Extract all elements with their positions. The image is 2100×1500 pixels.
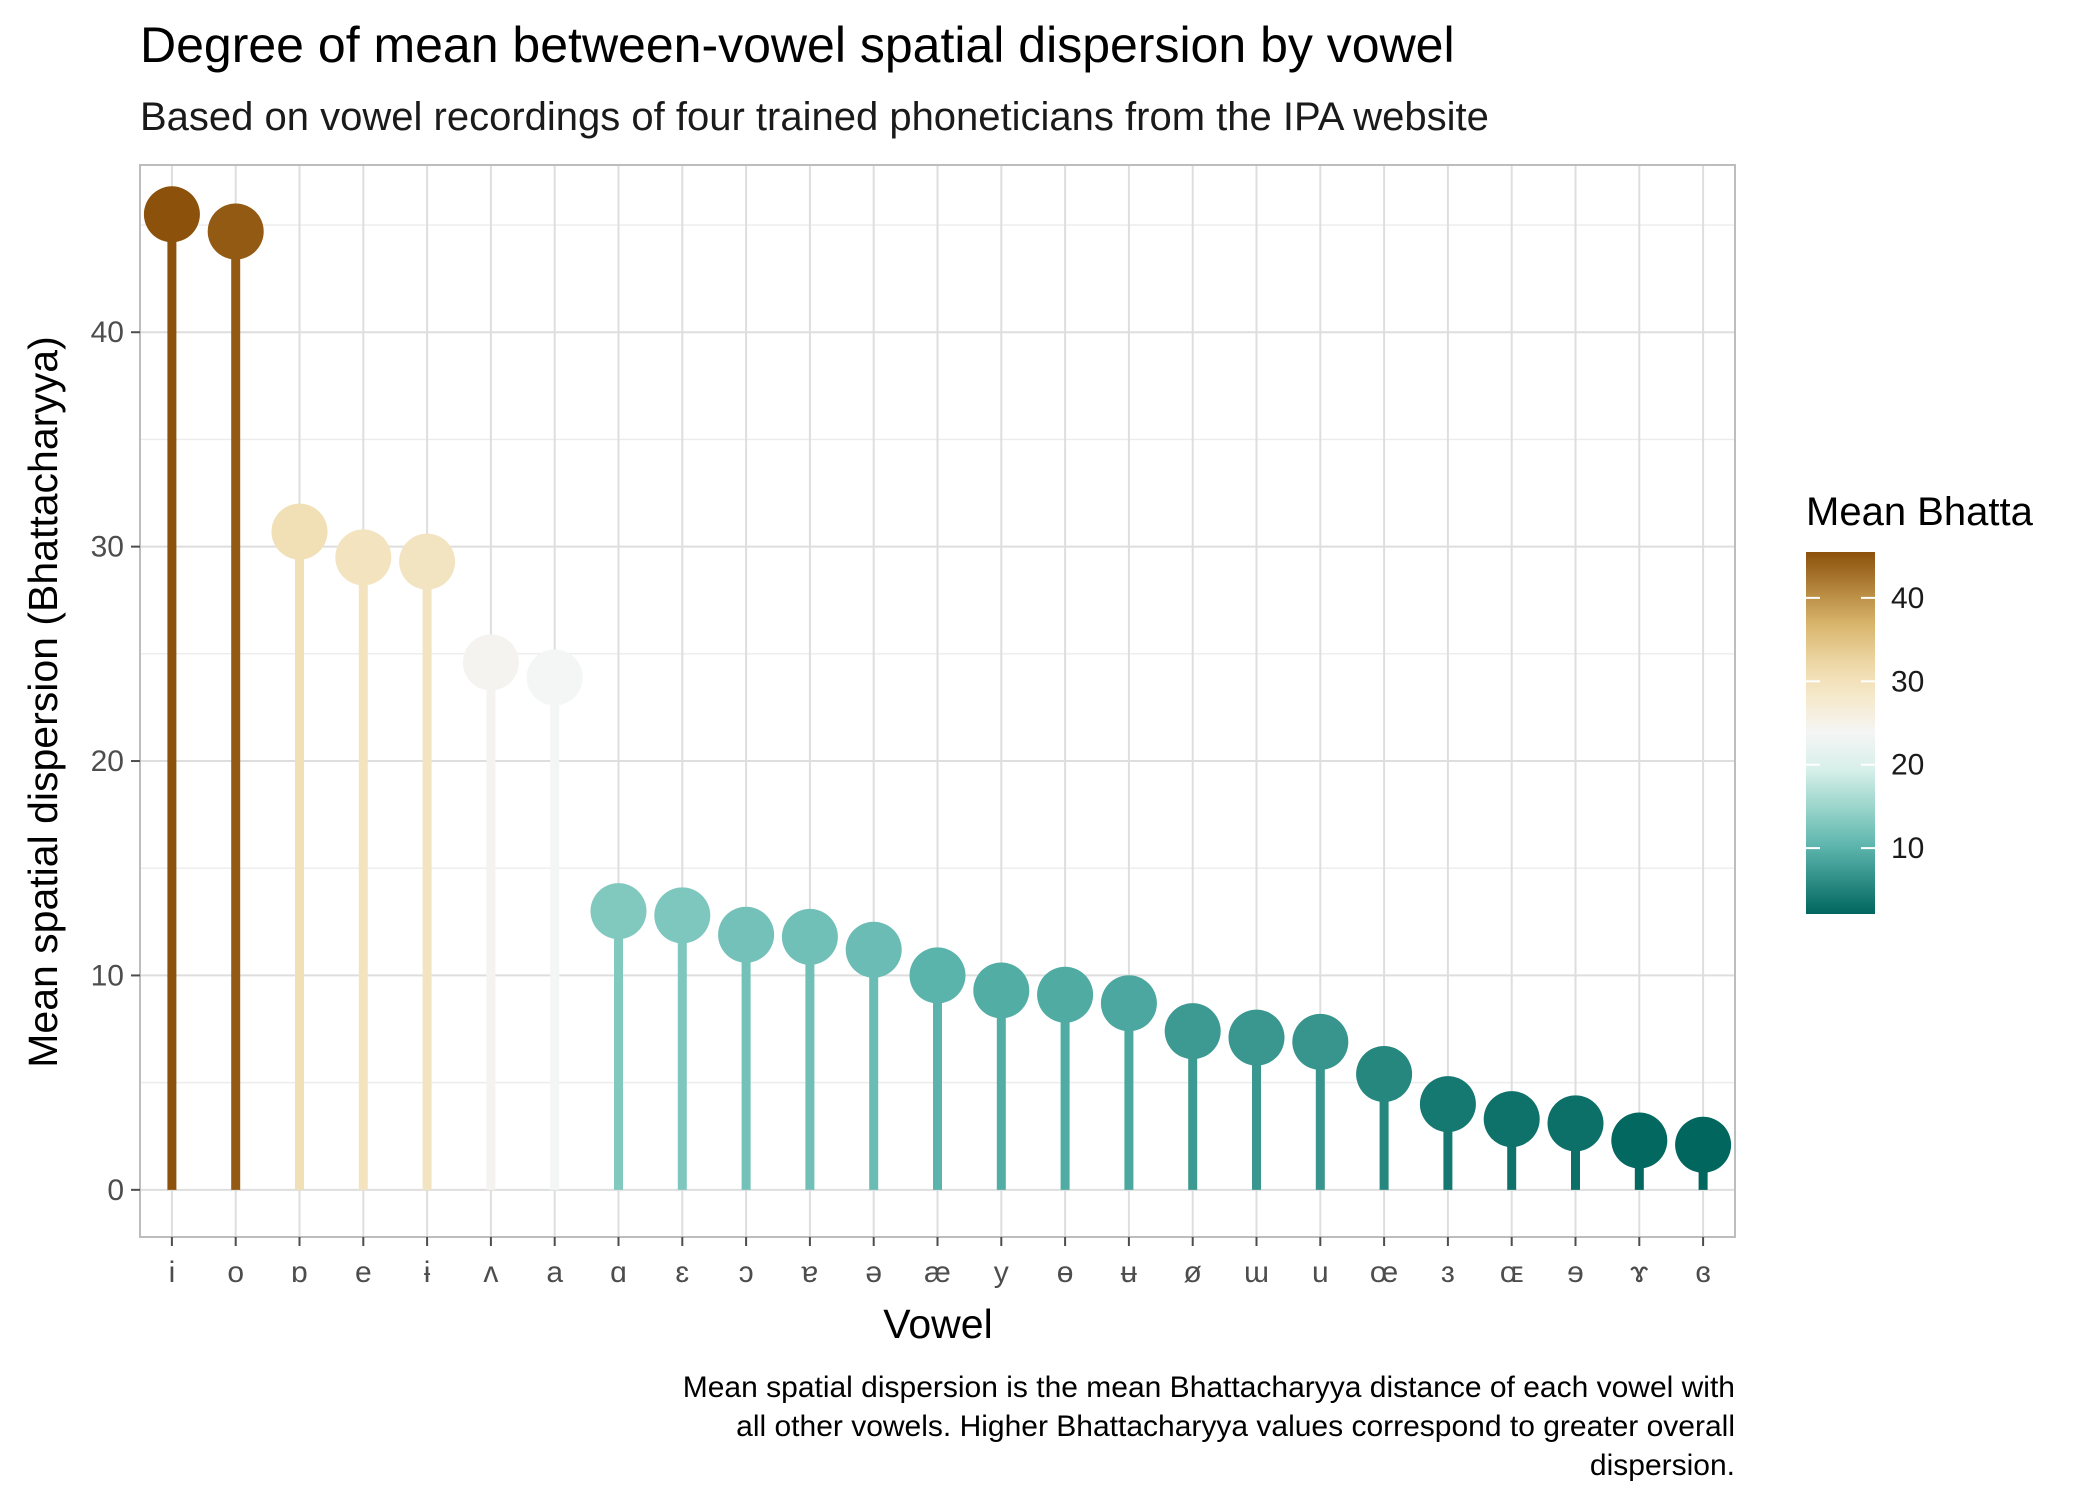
- lollipop: [271, 503, 328, 1190]
- legend-title: Mean Bhatta: [1806, 490, 2034, 534]
- lollipop-point: [335, 529, 392, 586]
- lollipop-point: [1292, 1013, 1349, 1070]
- lollipop: [1547, 1095, 1604, 1190]
- chart-subtitle: Based on vowel recordings of four traine…: [140, 95, 1489, 139]
- caption-line-1: Mean spatial dispersion is the mean Bhat…: [683, 1371, 1735, 1404]
- lollipop: [845, 921, 902, 1190]
- lollipop-point: [1675, 1116, 1732, 1173]
- lollipop-point: [718, 906, 775, 963]
- caption: Mean spatial dispersion is the mean Bhat…: [683, 1371, 1735, 1482]
- x-tick-label: ə: [865, 1256, 882, 1289]
- lollipop-point: [1547, 1095, 1604, 1152]
- lollipop-point: [1611, 1112, 1668, 1169]
- y-axis-title: Mean spatial dispersion (Bhattacharyya): [20, 336, 66, 1068]
- legend-tick-label: 10: [1891, 832, 1924, 865]
- lollipop: [1292, 1013, 1349, 1190]
- lollipop-point: [271, 503, 328, 560]
- lollipop-point: [1356, 1046, 1413, 1103]
- chart-title: Degree of mean between-vowel spatial dis…: [140, 17, 1455, 73]
- lollipop-point: [590, 883, 647, 940]
- lollipop-point: [909, 947, 966, 1004]
- x-tick-label: ɑ: [610, 1256, 627, 1289]
- lollipop: [335, 529, 392, 1190]
- x-tick-label: ɔ: [739, 1256, 754, 1289]
- x-tick-label: ɨ: [424, 1256, 431, 1289]
- lollipop-point: [462, 634, 519, 691]
- x-tick-label: æ: [924, 1256, 951, 1289]
- caption-line-3: dispersion.: [1590, 1449, 1735, 1482]
- x-tick-label: ɘ: [1567, 1256, 1584, 1289]
- lollipop: [207, 203, 264, 1190]
- lollipop-point: [845, 921, 902, 978]
- lollipop: [1675, 1116, 1732, 1190]
- lollipop-point: [1100, 975, 1157, 1032]
- plot-panel: 0 10 20 30 40 i o ɒ e ɨ ʌ a ɑ ɛ ɔ ɐ ə æ y ɵ ʉ ø ɯ u œ ɜ ɶ ɘ ɤ ɞ: [91, 164, 1736, 1289]
- lollipop: [1419, 1076, 1476, 1190]
- lollipop-point: [781, 908, 838, 965]
- lollipop: [462, 634, 519, 1190]
- lollipop-point: [143, 186, 200, 243]
- y-tick-label: 40: [91, 316, 124, 349]
- lollipop: [1164, 1003, 1221, 1190]
- x-tick-label: ø: [1184, 1256, 1202, 1289]
- lollipop: [526, 649, 583, 1190]
- y-tick-label: 30: [91, 531, 124, 564]
- x-tick-label: ɤ: [1630, 1256, 1649, 1289]
- caption-line-2: all other vowels. Higher Bhattacharyya v…: [736, 1410, 1735, 1443]
- lollipop: [1100, 975, 1157, 1190]
- x-tick-label: œ: [1370, 1256, 1398, 1289]
- lollipop: [1611, 1112, 1668, 1190]
- lollipop: [1037, 966, 1094, 1190]
- lollipop: [1228, 1009, 1285, 1190]
- lollipop: [909, 947, 966, 1190]
- lollipop-point: [1164, 1003, 1221, 1060]
- x-tick-label: ɵ: [1057, 1256, 1074, 1289]
- lollipop-point: [399, 533, 456, 590]
- lollipop-point: [526, 649, 583, 706]
- x-tick-label: e: [355, 1256, 372, 1289]
- x-axis-title: Vowel: [883, 1301, 992, 1347]
- lollipop-point: [973, 962, 1030, 1019]
- lollipop: [143, 186, 200, 1190]
- x-tick-label: ɯ: [1244, 1256, 1269, 1289]
- x-tick-label: ɛ: [675, 1256, 689, 1289]
- lollipop-point: [1037, 966, 1094, 1023]
- lollipop: [781, 908, 838, 1190]
- lollipop-point: [1483, 1091, 1540, 1148]
- legend-tick-label: 30: [1891, 665, 1924, 698]
- legend-tick-label: 40: [1891, 582, 1924, 615]
- y-tick-label: 20: [91, 745, 124, 778]
- x-tick-label: ɒ: [291, 1256, 308, 1289]
- lollipop: [973, 962, 1030, 1190]
- lollipop: [399, 533, 456, 1190]
- x-tick-label: u: [1312, 1256, 1329, 1289]
- x-tick-label: ɞ: [1695, 1256, 1710, 1289]
- x-tick-label: a: [546, 1256, 563, 1289]
- lollipop-point: [654, 887, 711, 944]
- x-tick-label: ʉ: [1121, 1256, 1138, 1289]
- legend-colorbar: [1806, 552, 1875, 914]
- lollipop: [654, 887, 711, 1190]
- x-tick-label: ʌ: [483, 1256, 498, 1289]
- x-tick-label: o: [227, 1256, 244, 1289]
- lollipop-point: [1228, 1009, 1285, 1066]
- x-tick-label: y: [994, 1256, 1009, 1289]
- color-legend: Mean Bhatta 10 20 30 40: [1806, 490, 2034, 914]
- lollipop: [718, 906, 775, 1190]
- x-tick-label: i: [169, 1256, 176, 1289]
- lollipop-point: [207, 203, 264, 260]
- y-tick-label: 10: [91, 959, 124, 992]
- x-tick-label: ɶ: [1500, 1256, 1524, 1289]
- lollipop: [1356, 1046, 1413, 1190]
- legend-tick-label: 20: [1891, 749, 1924, 782]
- y-tick-label: 0: [107, 1174, 124, 1207]
- x-tick-label: ɐ: [802, 1256, 819, 1289]
- lollipop: [590, 883, 647, 1190]
- lollipop-point: [1419, 1076, 1476, 1133]
- x-tick-label: ɜ: [1441, 1256, 1455, 1289]
- lollipop: [1483, 1091, 1540, 1190]
